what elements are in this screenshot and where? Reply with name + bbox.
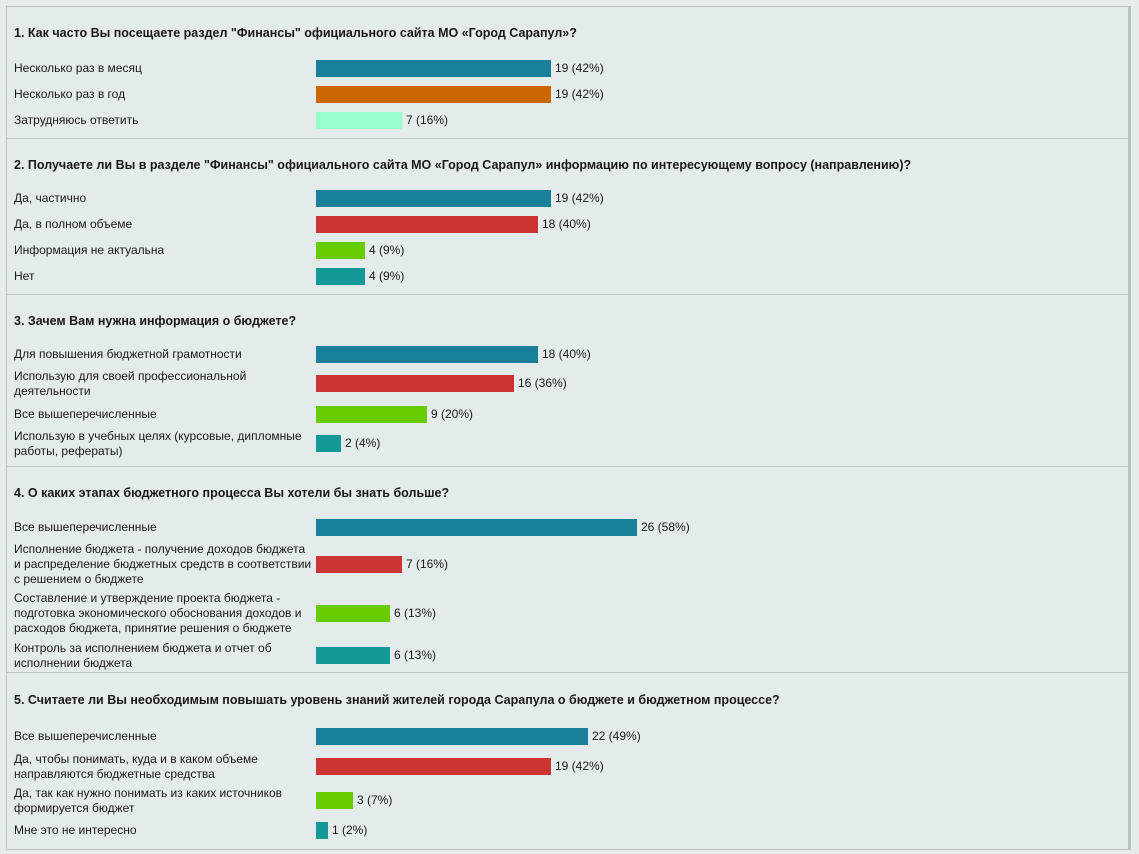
answer-label: Все вышеперечисленные <box>14 520 157 534</box>
question-section: 3. Зачем Вам нужна информация о бюджете?… <box>7 295 1128 467</box>
question-section: 1. Как часто Вы посещаете раздел "Финанс… <box>7 7 1128 139</box>
answer-bar <box>316 60 551 77</box>
answer-value-label: 7 (16%) <box>406 557 449 571</box>
answer-bar <box>316 216 538 233</box>
answer-label: Все вышеперечисленные <box>14 407 157 421</box>
answer-label: Для повышения бюджетной грамотности <box>14 347 242 361</box>
answer-bar <box>316 268 365 285</box>
answer-bar <box>316 605 390 622</box>
answer-value-label: 7 (16%) <box>406 113 449 127</box>
answer-value-label: 19 (42%) <box>555 61 604 75</box>
question-section: 5. Считаете ли Вы необходимым повышать у… <box>7 673 1128 851</box>
answer-label: Да, так как нужно понимать из каких исто… <box>14 785 283 815</box>
answer-value-label: 19 (42%) <box>555 759 604 773</box>
answer-bar <box>316 346 538 363</box>
question-title: 3. Зачем Вам нужна информация о бюджете? <box>14 314 297 328</box>
answer-label: Затрудняюсь ответить <box>14 113 139 127</box>
answer-label: Да, чтобы понимать, куда и в каком объем… <box>14 751 258 781</box>
question-title: 5. Считаете ли Вы необходимым повышать у… <box>14 693 780 707</box>
question-section: 2. Получаете ли Вы в разделе "Финансы" о… <box>7 139 1128 295</box>
answer-label: Информация не актуальна <box>14 243 165 257</box>
answer-value-label: 18 (40%) <box>542 217 591 231</box>
answer-label: Да, в полном объеме <box>14 217 133 231</box>
answer-label: Мне это не интересно <box>14 823 137 837</box>
answer-value-label: 1 (2%) <box>332 823 368 837</box>
answer-label: Несколько раз в год <box>14 87 126 101</box>
answer-bar <box>316 519 637 536</box>
answer-label: Все вышеперечисленные <box>14 729 157 743</box>
survey-results-panel: 1. Как часто Вы посещаете раздел "Финанс… <box>6 6 1131 850</box>
answer-value-label: 22 (49%) <box>592 729 641 743</box>
answer-bar <box>316 112 402 129</box>
answer-value-label: 26 (58%) <box>641 520 690 534</box>
answer-label: Да, частично <box>14 191 87 205</box>
answer-value-label: 6 (13%) <box>394 648 437 662</box>
answer-label: Нет <box>14 269 35 283</box>
answer-bar <box>316 435 341 452</box>
answer-value-label: 19 (42%) <box>555 87 604 101</box>
answer-bar <box>316 647 390 664</box>
answer-bar <box>316 375 514 392</box>
question-title: 2. Получаете ли Вы в разделе "Финансы" о… <box>14 158 912 172</box>
answer-value-label: 6 (13%) <box>394 606 437 620</box>
answer-value-label: 16 (36%) <box>518 376 567 390</box>
answer-value-label: 9 (20%) <box>431 407 474 421</box>
answer-label: Несколько раз в месяц <box>14 61 142 75</box>
answer-bar <box>316 406 427 423</box>
answer-value-label: 4 (9%) <box>369 243 405 257</box>
answer-bar <box>316 86 551 103</box>
answer-bar <box>316 190 551 207</box>
answer-label: Контроль за исполнением бюджета и отчет … <box>14 640 272 670</box>
answer-bar <box>316 822 328 839</box>
answer-value-label: 3 (7%) <box>357 793 393 807</box>
answer-value-label: 19 (42%) <box>555 191 604 205</box>
answer-bar <box>316 758 551 775</box>
answer-bar <box>316 792 353 809</box>
answer-bar <box>316 556 402 573</box>
answer-value-label: 4 (9%) <box>369 269 405 283</box>
answer-label: Использую для своей профессиональной дея… <box>14 368 247 398</box>
answer-bar <box>316 728 588 745</box>
answer-value-label: 18 (40%) <box>542 347 591 361</box>
answer-bar <box>316 242 365 259</box>
answer-label: Составление и утверждение проекта бюджет… <box>14 591 302 635</box>
question-title: 1. Как часто Вы посещаете раздел "Финанс… <box>14 26 577 40</box>
question-title: 4. О каких этапах бюджетного процесса Вы… <box>14 486 450 500</box>
answer-label: Использую в учебных целях (курсовые, дип… <box>14 428 302 458</box>
answer-value-label: 2 (4%) <box>345 436 381 450</box>
question-section: 4. О каких этапах бюджетного процесса Вы… <box>7 467 1128 673</box>
answer-label: Исполнение бюджета - получение доходов б… <box>14 542 312 586</box>
